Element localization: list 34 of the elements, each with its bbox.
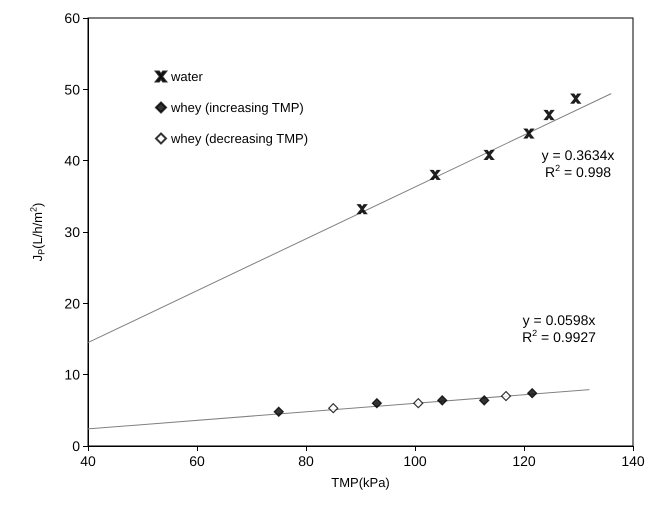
point xyxy=(500,390,512,402)
x-tick-label: 100 xyxy=(403,453,427,469)
y-tick-label: 20 xyxy=(64,295,80,312)
point xyxy=(274,406,284,417)
y-tick-label: 40 xyxy=(64,152,80,169)
point xyxy=(437,395,448,406)
point xyxy=(484,150,494,160)
x-tick-label: 140 xyxy=(621,453,645,469)
y-tick-label: 0 xyxy=(72,438,80,454)
y-tick-label: 60 xyxy=(64,10,80,26)
x-tick-label: 60 xyxy=(189,453,205,469)
point xyxy=(524,128,534,139)
y-tick-label: 10 xyxy=(64,366,80,383)
y-tick-label: 50 xyxy=(64,81,80,98)
legend-label: whey (increasing TMP) xyxy=(170,100,304,115)
x-axis-title: TMP(kPa) xyxy=(331,475,390,490)
point xyxy=(570,94,581,104)
legend-label: whey (decreasing TMP) xyxy=(170,131,308,146)
annotation: y = 0.3634x xyxy=(542,147,614,163)
point xyxy=(372,398,382,408)
point xyxy=(357,204,368,214)
point xyxy=(544,110,554,120)
point xyxy=(527,388,538,398)
x-tick-label: 120 xyxy=(512,453,536,469)
point xyxy=(479,395,490,406)
point xyxy=(430,170,440,180)
point xyxy=(328,403,338,414)
x-tick-label: 80 xyxy=(298,453,314,469)
annotation: y = 0.0598x xyxy=(522,312,596,328)
legend-label: water xyxy=(170,69,204,84)
point xyxy=(413,398,424,408)
y-tick-label: 30 xyxy=(64,224,80,240)
y-axis-title: JP(L/h/m2) xyxy=(28,202,46,262)
x-tick-label: 40 xyxy=(80,453,96,469)
